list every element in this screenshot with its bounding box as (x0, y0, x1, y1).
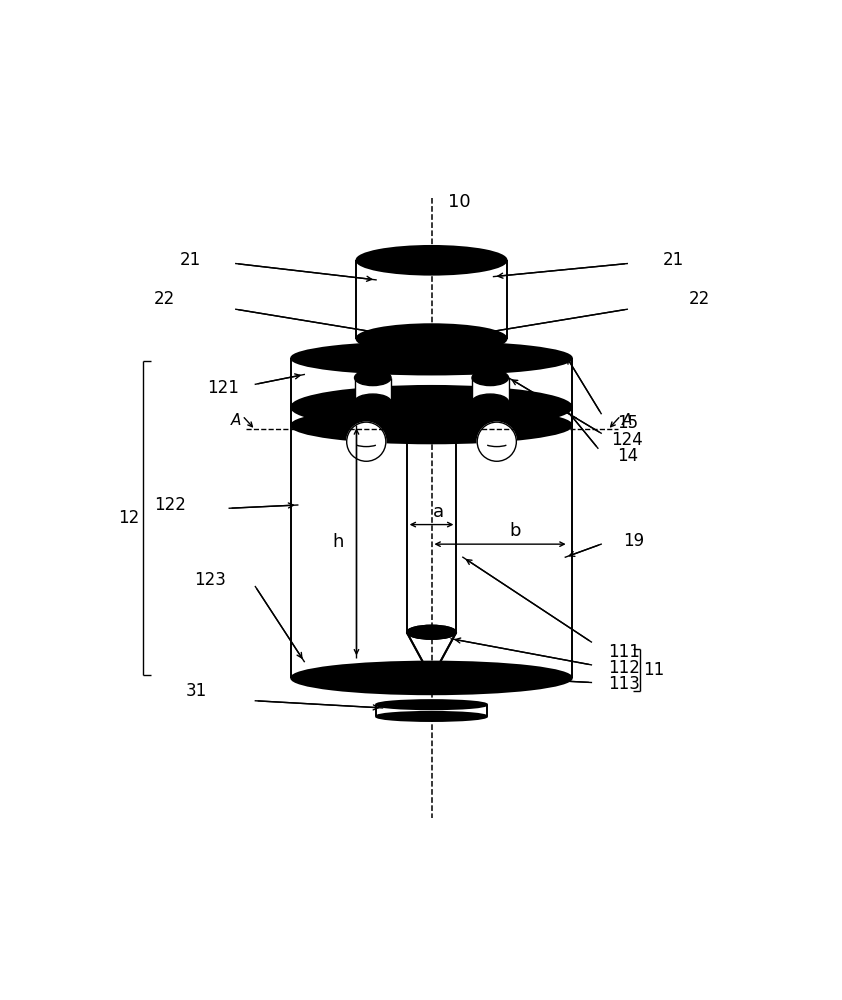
Bar (376, 700, 487, 721)
Text: 21: 21 (663, 251, 684, 269)
Text: 112: 112 (608, 659, 640, 677)
Text: 11: 11 (642, 661, 664, 679)
Text: 124: 124 (611, 431, 643, 449)
Text: b: b (509, 522, 520, 540)
Ellipse shape (376, 712, 487, 721)
Text: 10: 10 (448, 193, 471, 211)
Text: 123: 123 (194, 571, 226, 589)
Ellipse shape (291, 386, 572, 428)
Ellipse shape (291, 662, 572, 694)
Bar (397, 339, 466, 358)
Text: 113: 113 (608, 675, 640, 693)
Ellipse shape (291, 342, 572, 374)
Ellipse shape (472, 370, 509, 386)
Text: 122: 122 (155, 496, 186, 514)
Ellipse shape (354, 370, 391, 386)
Bar (356, 260, 507, 339)
Text: h: h (332, 533, 344, 551)
Text: 22: 22 (153, 290, 174, 308)
Ellipse shape (356, 324, 507, 353)
Text: 21: 21 (179, 251, 200, 269)
Ellipse shape (407, 625, 456, 639)
Polygon shape (407, 632, 456, 678)
Ellipse shape (356, 246, 507, 275)
Ellipse shape (472, 394, 509, 410)
Text: 31: 31 (186, 682, 207, 700)
Text: A: A (231, 413, 241, 428)
Circle shape (477, 422, 516, 461)
Ellipse shape (354, 394, 391, 410)
Text: a: a (433, 503, 444, 521)
Text: 15: 15 (616, 414, 638, 432)
Text: 12: 12 (118, 509, 140, 527)
Text: 121: 121 (207, 379, 238, 397)
Circle shape (347, 422, 386, 461)
Text: 14: 14 (616, 447, 638, 465)
Ellipse shape (291, 407, 572, 443)
Text: A: A (622, 413, 632, 428)
Bar (472, 378, 509, 402)
Text: 22: 22 (689, 290, 710, 308)
Ellipse shape (291, 391, 572, 423)
Ellipse shape (407, 625, 456, 639)
Bar (291, 342, 572, 694)
Text: 19: 19 (623, 532, 644, 550)
Bar (407, 427, 456, 632)
Ellipse shape (376, 700, 487, 709)
Text: 111: 111 (608, 643, 640, 661)
Bar (354, 378, 391, 402)
